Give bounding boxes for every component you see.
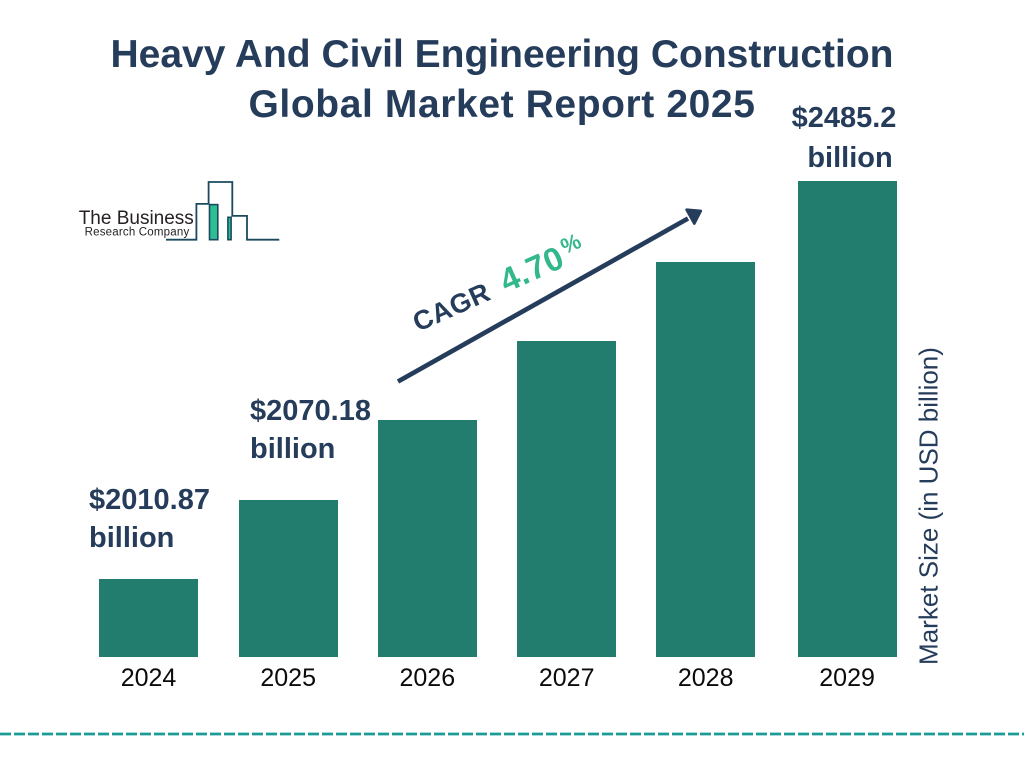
svg-text:Research Company: Research Company	[85, 227, 190, 239]
svg-text:The Business: The Business	[79, 208, 194, 229]
svg-text:CAGR 4.70%: CAGR 4.70%	[405, 228, 590, 338]
